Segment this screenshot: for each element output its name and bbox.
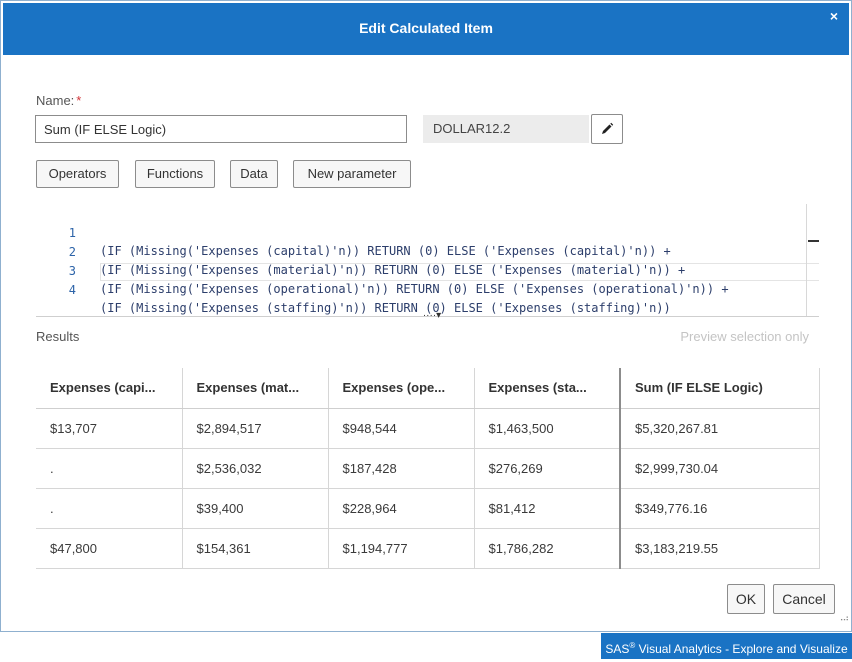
close-icon[interactable]: ×	[829, 8, 839, 24]
line-number: 1	[68, 226, 76, 240]
app-banner-suffix: Visual Analytics - Explore and Visualize	[635, 642, 848, 656]
table-cell: $81,412	[474, 488, 621, 529]
operators-button[interactable]: Operators	[36, 160, 119, 188]
table-cell: $2,536,032	[182, 448, 329, 489]
table-row: . $2,536,032 $187,428 $276,269 $2,999,73…	[36, 448, 820, 489]
splitter-handle-icon[interactable]: ····▾	[422, 310, 442, 321]
ok-button[interactable]: OK	[727, 584, 765, 614]
required-marker: *	[76, 93, 82, 108]
dialog-titlebar: Edit Calculated Item ×	[3, 3, 849, 55]
table-cell: $47,800	[36, 528, 183, 569]
table-cell: $5,320,267.81	[619, 408, 820, 449]
edit-calculated-item-dialog: Edit Calculated Item × Name:* DOLLAR12.2…	[0, 0, 852, 632]
table-cell: $154,361	[182, 528, 329, 569]
table-cell: $948,544	[328, 408, 475, 449]
table-cell: $3,183,219.55	[619, 528, 820, 569]
new-parameter-button[interactable]: New parameter	[293, 160, 411, 188]
cancel-button[interactable]: Cancel	[773, 584, 835, 614]
table-cell: .	[36, 448, 183, 489]
table-cell: $2,894,517	[182, 408, 329, 449]
editor-divider	[36, 316, 819, 317]
table-cell: $1,463,500	[474, 408, 621, 449]
table-cell: $187,428	[328, 448, 475, 489]
code-line: 2 (IF (Missing('Expenses (material)'n)) …	[36, 225, 685, 277]
column-header[interactable]: Expenses (sta...	[474, 368, 621, 409]
code-line: 4 (IF (Missing('Expenses (staffing)'n)) …	[36, 263, 671, 315]
resize-grip-icon[interactable]: ⠠⠴	[837, 613, 849, 623]
column-header[interactable]: Expenses (mat...	[182, 368, 329, 409]
dialog-title: Edit Calculated Item	[359, 20, 493, 36]
current-line-highlight	[100, 263, 819, 281]
table-cell: .	[36, 488, 183, 529]
app-banner-prefix: SAS	[605, 642, 630, 656]
functions-button[interactable]: Functions	[135, 160, 215, 188]
table-cell: $1,194,777	[328, 528, 475, 569]
code-text: (IF (Missing('Expenses (material)'n)) RE…	[100, 263, 686, 277]
edit-format-button[interactable]	[591, 114, 623, 144]
line-number: 3	[68, 264, 76, 278]
table-row: $13,707 $2,894,517 $948,544 $1,463,500 $…	[36, 408, 820, 449]
results-label: Results	[36, 329, 80, 344]
column-header[interactable]: Expenses (ope...	[328, 368, 475, 409]
table-cell: $228,964	[328, 488, 475, 529]
table-cell: $349,776.16	[619, 488, 820, 529]
table-row: $47,800 $154,361 $1,194,777 $1,786,282 $…	[36, 528, 820, 569]
preview-selection-note: Preview selection only	[680, 329, 809, 344]
scroll-position-marker	[808, 240, 819, 242]
code-line: 1 (IF (Missing('Expenses (capital)'n)) R…	[36, 206, 671, 258]
results-table: Expenses (capi... Expenses (mat... Expen…	[36, 368, 820, 569]
name-label-text: Name:	[36, 93, 75, 108]
column-header[interactable]: Sum (IF ELSE Logic)	[619, 368, 820, 409]
app-banner: SAS® Visual Analytics - Explore and Visu…	[601, 633, 852, 659]
registered-mark: ®	[629, 641, 636, 650]
pencil-icon	[602, 122, 614, 134]
table-header-row: Expenses (capi... Expenses (mat... Expen…	[36, 368, 820, 409]
code-text: (IF (Missing('Expenses (operational)'n))…	[100, 282, 729, 296]
table-cell: $13,707	[36, 408, 183, 449]
code-text: (IF (Missing('Expenses (staffing)'n)) RE…	[100, 301, 671, 315]
table-cell: $276,269	[474, 448, 621, 489]
format-value: DOLLAR12.2	[423, 115, 589, 143]
expression-editor[interactable]: 1 (IF (Missing('Expenses (capital)'n)) R…	[36, 204, 819, 315]
table-cell: $39,400	[182, 488, 329, 529]
data-button[interactable]: Data	[230, 160, 278, 188]
table-cell: $1,786,282	[474, 528, 621, 569]
editor-overview-ruler[interactable]	[806, 204, 819, 316]
code-text: (IF (Missing('Expenses (capital)'n)) RET…	[100, 244, 671, 258]
line-number: 2	[68, 245, 76, 259]
table-row: . $39,400 $228,964 $81,412 $349,776.16	[36, 488, 820, 529]
line-number: 4	[68, 283, 76, 297]
code-line: 3 (IF (Missing('Expenses (operational)'n…	[36, 244, 729, 296]
column-header[interactable]: Expenses (capi...	[36, 368, 183, 409]
name-input[interactable]	[35, 115, 407, 143]
table-cell: $2,999,730.04	[619, 448, 820, 489]
name-label: Name: *	[36, 93, 81, 108]
